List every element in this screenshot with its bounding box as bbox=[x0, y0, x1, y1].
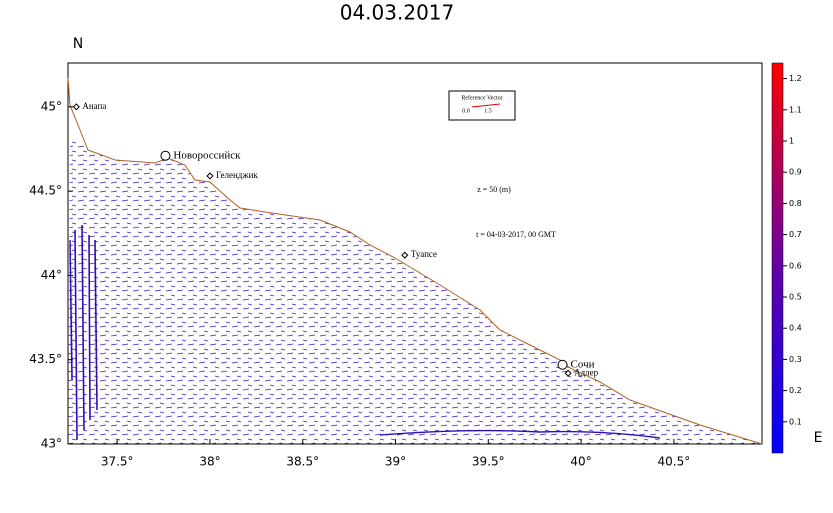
colorbar-tick-label: 0.6 bbox=[789, 261, 802, 270]
x-axis-label: E bbox=[814, 430, 823, 446]
colorbar bbox=[771, 62, 784, 454]
colorbar-tick-label: 1.1 bbox=[789, 105, 802, 114]
colorbar-tick-label: 1 bbox=[789, 137, 794, 146]
place-label: Сочи bbox=[571, 358, 595, 370]
town-marker bbox=[206, 172, 214, 180]
y-axis-label: N bbox=[73, 36, 83, 52]
y-tick-label: 44.5° bbox=[29, 184, 62, 198]
colorbar-tick-label: 0.8 bbox=[789, 199, 802, 208]
place-label: Туапсе bbox=[411, 249, 437, 259]
reference-title: Reference Vector bbox=[461, 94, 502, 101]
reference-label: 1.5 bbox=[484, 108, 492, 114]
colorbar-tick-label: 0.1 bbox=[789, 417, 802, 426]
reference-box: Reference Vector 0.0 1.5 bbox=[448, 90, 516, 121]
reference-label: 0.0 bbox=[462, 108, 470, 114]
city-marker bbox=[160, 150, 171, 161]
town-marker bbox=[72, 103, 80, 111]
colorbar-tick-label: 0.9 bbox=[789, 168, 802, 177]
place-label: Анапа bbox=[82, 101, 106, 111]
x-tick-label: 38° bbox=[199, 455, 220, 469]
town-marker bbox=[401, 251, 409, 259]
x-tick-label: 38.5° bbox=[286, 455, 319, 469]
colorbar-tick-label: 0.5 bbox=[789, 293, 802, 302]
place-label: Геленджик bbox=[216, 170, 258, 180]
colorbar-tick-label: 1.2 bbox=[789, 74, 802, 83]
depth-annotation: z = 50 (m) bbox=[477, 185, 511, 194]
colorbar-tick-label: 0.4 bbox=[789, 324, 802, 333]
colorbar-tick-label: 0.2 bbox=[789, 386, 802, 395]
x-tick-label: 39.5° bbox=[472, 455, 505, 469]
city-marker bbox=[557, 359, 568, 370]
place-label: Адлер bbox=[574, 367, 599, 377]
y-tick-label: 44° bbox=[41, 268, 62, 282]
y-tick-label: 43.5° bbox=[29, 352, 62, 366]
y-tick-label: 43° bbox=[41, 437, 62, 451]
town-marker bbox=[564, 369, 572, 377]
colorbar-tick-label: 0.7 bbox=[789, 230, 802, 239]
title: 04.03.2017 bbox=[340, 1, 455, 25]
x-tick-label: 40.5° bbox=[657, 455, 690, 469]
x-tick-label: 40° bbox=[570, 455, 591, 469]
y-tick-label: 45° bbox=[41, 99, 62, 113]
colorbar-tick-label: 0.3 bbox=[789, 355, 802, 364]
place-label: Новороссийск bbox=[173, 149, 241, 161]
x-tick-label: 39° bbox=[385, 455, 406, 469]
time-annotation: t = 04-03-2017, 00 GMT bbox=[476, 230, 556, 239]
x-tick-label: 37.5° bbox=[101, 455, 134, 469]
